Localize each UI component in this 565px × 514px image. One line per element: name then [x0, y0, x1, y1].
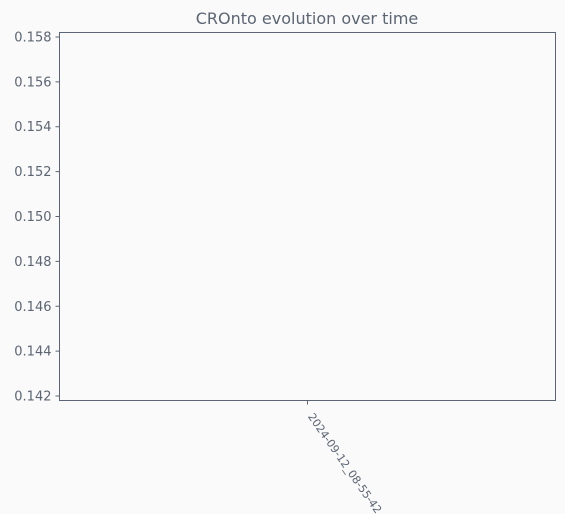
y-tick-label: 0.152	[14, 165, 51, 180]
y-tick-label: 0.146	[14, 300, 51, 315]
y-tick-label: 0.142	[14, 390, 51, 405]
y-axis: 0.142 0.144 0.146 0.148 0.150 0.152 0.154 0.156…	[14, 30, 60, 405]
y-tick-label: 0.144	[14, 345, 51, 360]
x-axis: 2024-09-12_08-55-42	[305, 400, 384, 514]
y-tick-label: 0.148	[14, 255, 51, 270]
chart-title: CROnto evolution over time	[196, 9, 419, 28]
y-tick-label: 0.156	[14, 75, 51, 90]
y-tick-label: 0.150	[14, 210, 51, 225]
x-tick-label: 2024-09-12_08-55-42	[305, 411, 384, 514]
plot-frame	[59, 32, 556, 401]
y-tick-label: 0.154	[14, 120, 51, 135]
y-tick-label: 0.158	[14, 30, 51, 45]
